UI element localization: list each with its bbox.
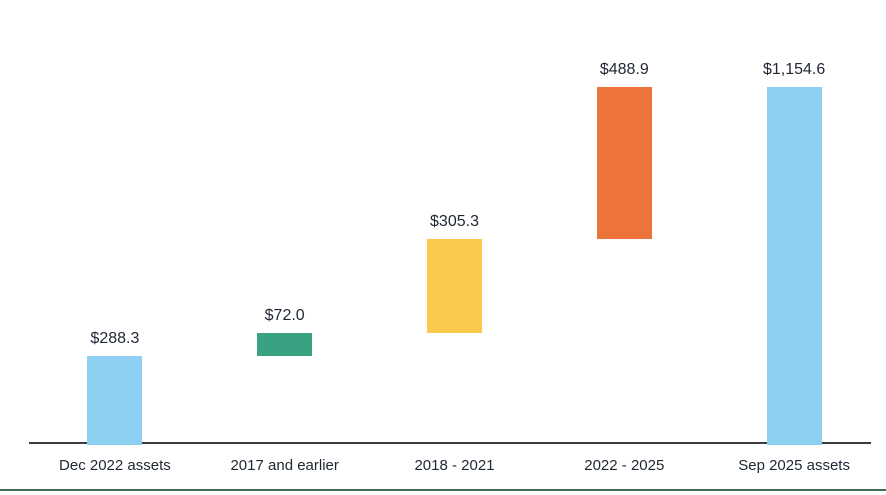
x-axis-line	[29, 442, 871, 444]
x-axis-label-dec-2022-assets: Dec 2022 assets	[59, 457, 171, 474]
bar-sep-2025-assets	[766, 87, 822, 445]
footer-rule	[0, 489, 886, 491]
bar-value-label-2022-2025: $488.9	[599, 61, 649, 79]
x-axis-label-2017-and-earlier: 2017 and earlier	[230, 457, 339, 474]
x-axis-label-2022-2025: 2022 - 2025	[584, 457, 665, 474]
bar-value-label-2018-2021: $305.3	[430, 212, 479, 230]
bar-value-label-2017-and-earlier: $72.0	[264, 307, 305, 325]
x-axis-label-sep-2025-assets: Sep 2025 assets	[738, 457, 850, 474]
bar-dec-2022-assets	[87, 355, 143, 445]
bar-value-label-dec-2022-assets: $288.3	[90, 329, 140, 347]
bar-2017-and-earlier	[257, 333, 313, 356]
x-axis-label-2018-2021: 2018 - 2021	[414, 457, 495, 474]
bar-value-label-sep-2025-assets: $1,154.6	[762, 61, 826, 78]
bar-2018-2021	[427, 238, 482, 334]
bar-2022-2025	[596, 87, 652, 239]
